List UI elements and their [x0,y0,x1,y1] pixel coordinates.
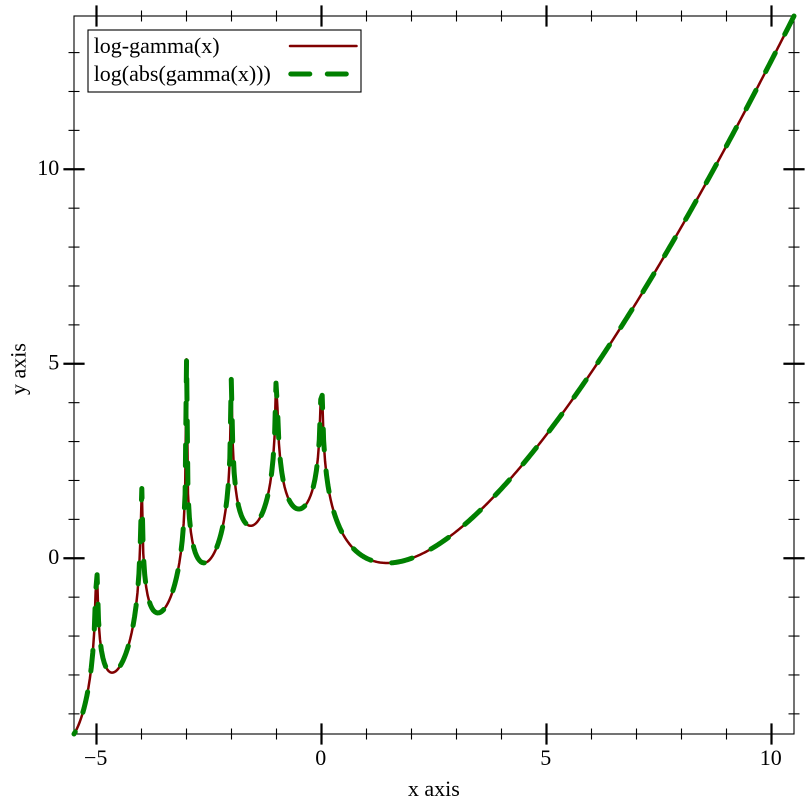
svg-text:0: 0 [48,544,59,569]
svg-text:0: 0 [315,745,326,770]
svg-text:5: 5 [48,349,59,374]
svg-text:−5: −5 [84,745,107,770]
svg-text:x axis: x axis [408,776,460,801]
svg-text:log-gamma(x): log-gamma(x) [94,33,220,58]
svg-text:log(abs(gamma(x))): log(abs(gamma(x))) [94,61,271,86]
svg-text:y axis: y axis [6,343,31,395]
svg-text:10: 10 [37,155,59,180]
svg-text:10: 10 [760,745,782,770]
svg-text:5: 5 [540,745,551,770]
